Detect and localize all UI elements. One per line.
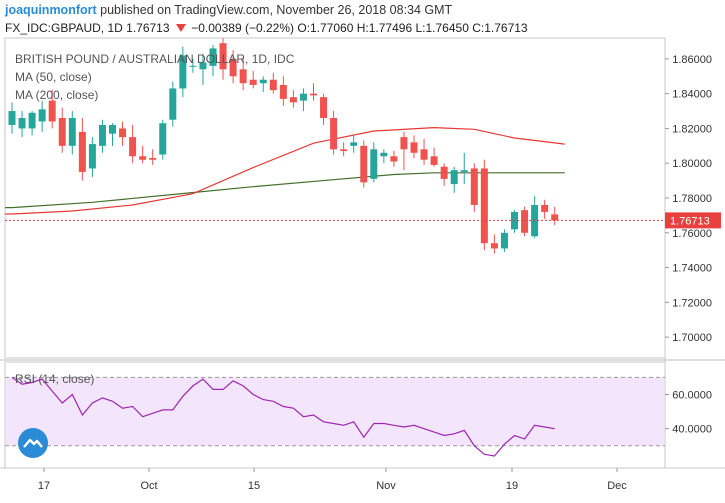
candle-body xyxy=(430,156,438,165)
symbol-label: FX_IDC:GBPAUD, 1D xyxy=(5,21,123,35)
candle-body xyxy=(380,152,388,157)
price-tick-label: 1.82000 xyxy=(672,123,712,135)
open-value: 1.77060 xyxy=(310,21,354,35)
price-tick-label: 1.86000 xyxy=(672,54,712,66)
candle-body xyxy=(109,124,116,134)
candle-body xyxy=(68,118,76,146)
candle-body xyxy=(269,79,277,91)
candle-body xyxy=(28,112,36,129)
tradingview-logo-icon[interactable] xyxy=(18,428,48,458)
candle-body xyxy=(460,170,468,172)
price-pane xyxy=(4,37,666,359)
candle-body xyxy=(470,168,478,205)
candle-body xyxy=(169,88,177,120)
price-tick-label: 1.84000 xyxy=(672,89,712,101)
ma50-legend: MA (50, close) xyxy=(15,70,92,84)
published-text: published on TradingView.com, November 2… xyxy=(100,3,453,17)
candle-body xyxy=(8,111,16,125)
price-change: −0.00389 (−0.22%) xyxy=(191,21,294,35)
candle-body xyxy=(119,128,127,138)
price-tick-label: 1.74000 xyxy=(672,263,712,275)
candle-body xyxy=(500,232,508,249)
candle-body xyxy=(229,58,237,77)
candle-body xyxy=(370,149,378,179)
publication-info: joaquinmonfort published on TradingView.… xyxy=(5,3,452,17)
candle-body xyxy=(239,69,247,84)
time-tick-label: Nov xyxy=(376,480,396,492)
ma50-line xyxy=(5,126,565,215)
price-tick-label: 1.76000 xyxy=(672,228,712,240)
candle-body xyxy=(88,144,96,169)
high-label: H: xyxy=(356,21,369,35)
candle-body xyxy=(179,55,187,89)
chart-title: BRITISH POUND / AUSTRALIAN DOLLAR, 1D, I… xyxy=(15,52,295,66)
candle-body xyxy=(219,43,227,70)
candle-body xyxy=(199,62,207,70)
candle-body xyxy=(259,79,267,84)
low-value: 1.76450 xyxy=(425,21,469,35)
candle-body xyxy=(279,84,287,99)
candle-body xyxy=(209,48,217,66)
candle-body xyxy=(299,93,307,101)
price-tick-label: 1.80000 xyxy=(672,158,712,170)
author-name[interactable]: joaquinmonfort xyxy=(5,3,97,17)
close-value: 1.76713 xyxy=(484,21,528,35)
time-tick-label: 15 xyxy=(248,480,260,492)
candle-body xyxy=(139,156,147,160)
candle-body xyxy=(480,168,488,244)
candle-body xyxy=(149,158,157,160)
last-price: 1.76713 xyxy=(126,21,170,35)
price-tick-label: 1.70000 xyxy=(672,332,712,344)
rsi-tick-label: 60.0000 xyxy=(672,389,712,401)
candle-body xyxy=(490,243,498,249)
symbol-summary: FX_IDC:GBPAUD, 1D 1.76713 −0.00389 (−0.2… xyxy=(5,21,528,35)
rsi-line xyxy=(11,376,555,457)
last-price-tag-label: 1.76713 xyxy=(670,215,710,227)
candle-body xyxy=(350,142,358,146)
candle-body xyxy=(541,204,549,212)
down-arrow-icon xyxy=(175,24,186,32)
high-value: 1.77496 xyxy=(368,21,413,35)
candle-body xyxy=(440,166,448,179)
candle-body xyxy=(159,123,167,155)
candle-body xyxy=(48,100,56,122)
time-tick-label: Dec xyxy=(607,480,627,492)
candle-body xyxy=(330,118,338,150)
candle-body xyxy=(18,118,26,129)
candle-body xyxy=(320,97,328,118)
candle-body xyxy=(289,97,297,103)
candle-body xyxy=(78,131,86,172)
candle-body xyxy=(400,137,408,150)
candle-body xyxy=(249,79,257,85)
last-price-tag xyxy=(665,212,721,229)
open-label: O: xyxy=(297,21,310,35)
candle-body xyxy=(390,156,398,162)
price-tick-label: 1.72000 xyxy=(672,297,712,309)
low-label: L: xyxy=(415,21,426,35)
candle-body xyxy=(551,214,559,221)
candle-body xyxy=(189,65,197,67)
rsi-tick-label: 40.0000 xyxy=(672,424,712,436)
price-tick-label: 1.78000 xyxy=(672,193,712,205)
candle-body xyxy=(340,149,348,152)
candle-body xyxy=(129,137,137,157)
time-tick-label: 19 xyxy=(506,480,518,492)
candle-body xyxy=(420,149,428,160)
rsi-band xyxy=(6,377,664,446)
candle-body xyxy=(521,210,529,233)
candle-body xyxy=(58,118,66,146)
candle-body xyxy=(360,145,368,183)
candle-body xyxy=(310,93,317,96)
ma200-legend: MA (200, close) xyxy=(15,88,99,102)
candle-body xyxy=(38,109,46,122)
rsi-legend: RSI (14, close) xyxy=(15,372,95,386)
time-tick-label: Oct xyxy=(140,480,157,492)
candle-body xyxy=(98,124,106,146)
candle-body xyxy=(410,142,418,153)
candle-body xyxy=(450,170,458,185)
close-label: C: xyxy=(472,21,485,35)
time-tick-label: 17 xyxy=(38,480,50,492)
